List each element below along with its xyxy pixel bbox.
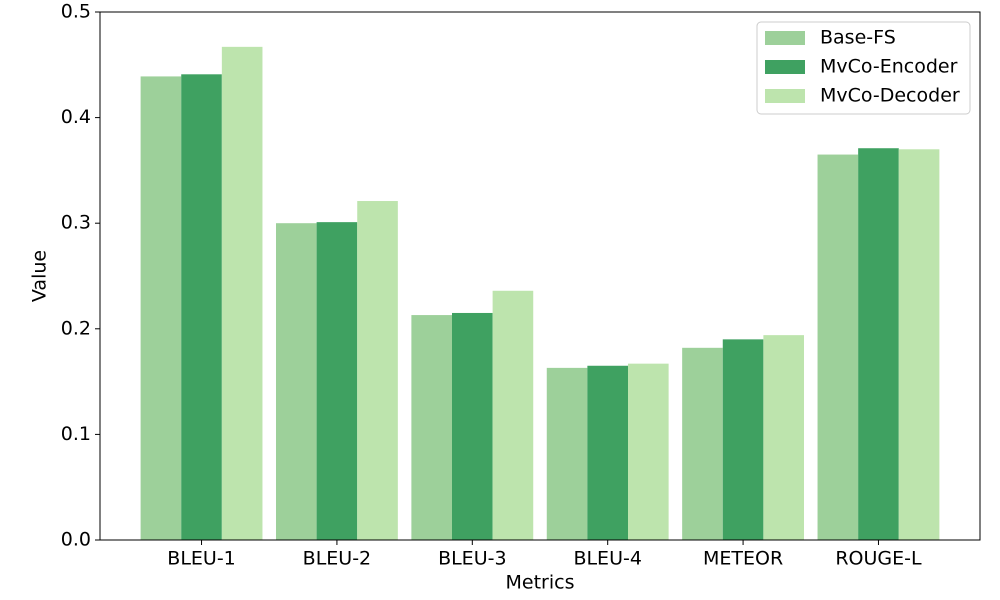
x-tick-label: METEOR bbox=[703, 548, 783, 570]
y-tick-label: 0.0 bbox=[61, 529, 91, 551]
y-tick-label: 0.4 bbox=[61, 106, 91, 128]
bar bbox=[452, 312, 493, 540]
bar bbox=[898, 149, 940, 540]
x-tick-label: BLEU-3 bbox=[438, 548, 506, 570]
bar bbox=[276, 223, 317, 540]
plot-frame bbox=[99, 11, 981, 541]
bar bbox=[858, 148, 899, 540]
x-tick-label: ROUGE-L bbox=[835, 548, 922, 570]
bar bbox=[587, 365, 628, 540]
legend-label: MvCo-Encoder bbox=[820, 56, 958, 78]
legend-swatch bbox=[765, 89, 805, 103]
bar bbox=[221, 46, 263, 541]
y-tick-label: 0.5 bbox=[61, 1, 91, 23]
bar bbox=[316, 222, 358, 541]
legend-swatch bbox=[765, 31, 805, 45]
bar bbox=[722, 339, 764, 540]
bar bbox=[817, 154, 859, 540]
x-axis-label: Metrics bbox=[506, 572, 575, 594]
bar bbox=[357, 201, 398, 541]
y-tick-label: 0.2 bbox=[61, 317, 91, 339]
bar bbox=[763, 335, 804, 540]
bar bbox=[546, 367, 588, 540]
x-tick-label: BLEU-2 bbox=[303, 548, 371, 570]
legend-box bbox=[756, 21, 971, 115]
legend-swatch bbox=[765, 60, 805, 74]
bar bbox=[181, 74, 222, 540]
y-axis-label: Value bbox=[29, 250, 51, 302]
x-tick-label: BLEU-4 bbox=[573, 548, 641, 570]
bar bbox=[492, 290, 534, 540]
y-tick-label: 0.3 bbox=[61, 212, 91, 234]
bar bbox=[682, 347, 723, 540]
x-tick-label: BLEU-1 bbox=[167, 548, 235, 570]
bar bbox=[140, 76, 182, 540]
legend-label: MvCo-Decoder bbox=[820, 85, 960, 107]
y-tick-label: 0.1 bbox=[61, 423, 91, 445]
legend-label: Base-FS bbox=[820, 27, 896, 49]
bar bbox=[628, 363, 669, 540]
bar bbox=[411, 315, 452, 540]
